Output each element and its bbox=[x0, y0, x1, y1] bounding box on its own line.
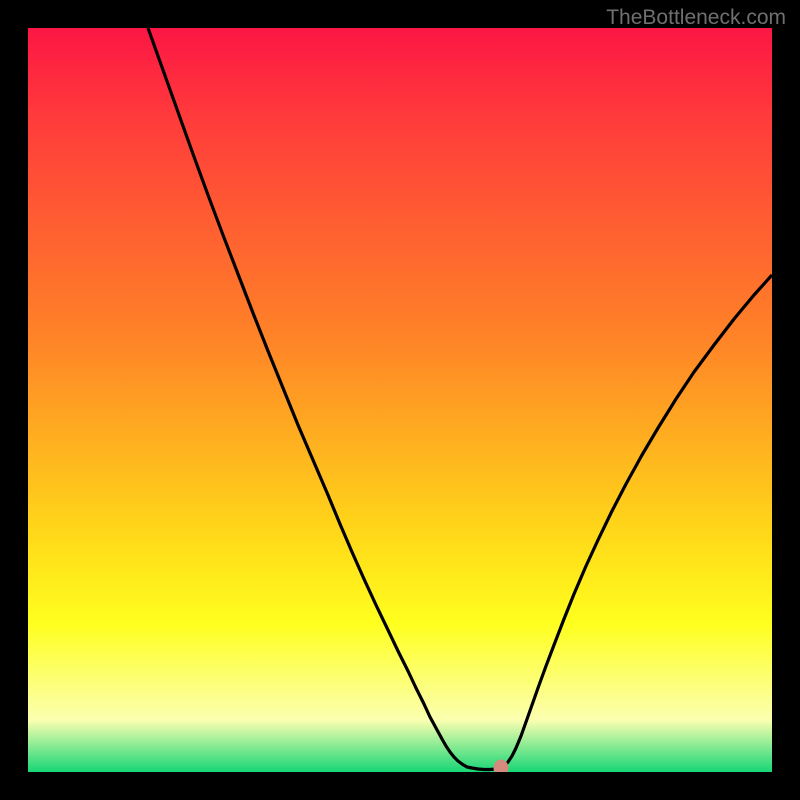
bottleneck-chart bbox=[28, 28, 772, 772]
chart-background bbox=[28, 28, 772, 772]
watermark-text: TheBottleneck.com bbox=[606, 6, 786, 30]
chart-svg bbox=[28, 28, 772, 772]
